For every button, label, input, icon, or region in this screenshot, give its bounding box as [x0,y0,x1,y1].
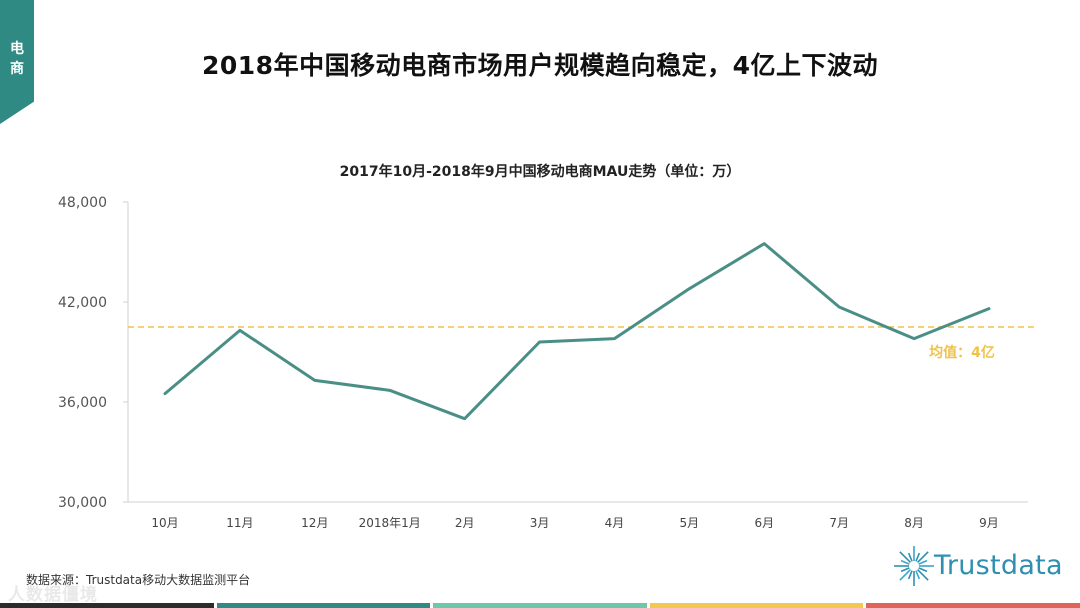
footer-color-bar [0,603,1080,608]
section-tab-char-1: 电 [10,41,24,57]
x-tick-label: 3月 [530,516,550,530]
color-bar-segment [866,603,1080,608]
y-tick-label: 48,000 [58,195,107,211]
mau-series-line [163,242,991,421]
starburst-ray [899,551,912,564]
starburst-ray [918,567,928,573]
starburst-ray [900,567,910,573]
color-bar-segment [0,603,214,608]
starburst-ray [915,570,921,580]
x-tick-label: 9月 [979,516,999,530]
chart-title: 2017年10月-2018年9月中国移动电商MAU走势（单位：万） [339,164,741,180]
trustdata-logo: Trustdata [892,536,1072,592]
x-tick-label: 2018年1月 [359,516,421,530]
section-tab: 电 商 [0,0,34,124]
x-tick-label: 2月 [455,516,475,530]
starburst-ray [918,559,928,565]
starburst-ray [900,559,910,565]
y-tick-label: 42,000 [58,295,107,311]
starburst-ray [916,568,929,581]
x-tick-label: 5月 [680,516,700,530]
starburst-ray [916,551,929,564]
color-bar-segment [433,603,647,608]
data-source-note: 数据来源：Trustdata移动大数据监测平台 [26,573,251,587]
color-bar-segment [649,603,864,608]
starburst-icon [894,546,934,586]
section-tab-char-2: 商 [10,61,24,77]
x-tick-label: 12月 [301,516,328,530]
color-bar-segment [216,603,431,608]
x-tick-label: 10月 [151,516,178,530]
starburst-ray [915,552,921,562]
y-tick-label: 36,000 [58,395,107,411]
x-tick-label: 11月 [226,516,253,530]
x-tick-label: 7月 [829,516,849,530]
x-tick-label: 8月 [904,516,924,530]
logo-text: Trustdata [934,550,1063,581]
average-label: 均值：4亿 [929,344,995,361]
starburst-ray [907,552,913,562]
x-tick-label: 4月 [605,516,625,530]
starburst-ray [899,568,912,581]
y-tick-label: 30,000 [58,495,107,511]
watermark: 人数据僵境 [8,585,98,605]
starburst-ray [907,570,913,580]
x-tick-label: 6月 [754,516,774,530]
page-title: 2018年中国移动电商市场用户规模趋向稳定，4亿上下波动 [202,51,878,80]
